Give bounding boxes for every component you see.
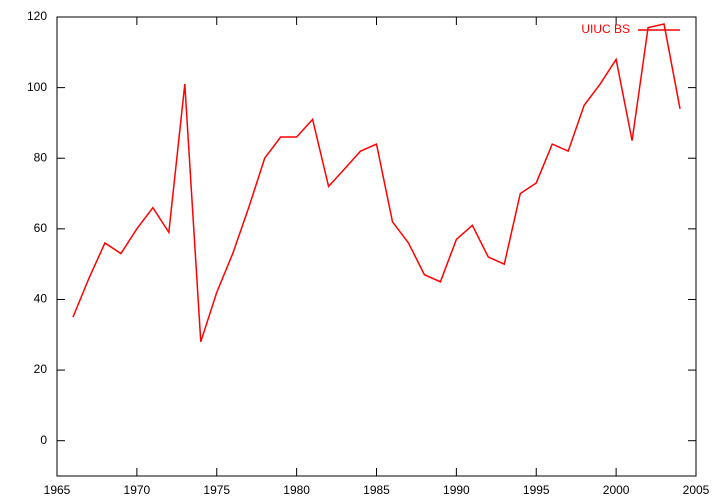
x-tick-label: 1985 xyxy=(363,483,390,497)
x-tick-label: 1980 xyxy=(283,483,310,497)
y-tick-label: 100 xyxy=(27,80,47,94)
data-line xyxy=(72,23,681,343)
x-tick-label: 1990 xyxy=(443,483,470,497)
x-tick-label: 2000 xyxy=(603,483,630,497)
y-tick-label: 60 xyxy=(34,221,48,235)
x-tick-label: 1975 xyxy=(203,483,230,497)
y-tick-label: 40 xyxy=(34,292,48,306)
x-tick-label: 2005 xyxy=(683,483,710,497)
x-tick-label: 1970 xyxy=(124,483,151,497)
y-tick-label: 120 xyxy=(27,9,47,23)
y-tick-label: 20 xyxy=(34,362,48,376)
y-tick-label: 0 xyxy=(40,433,47,447)
legend-label: UIUC BS xyxy=(581,22,630,36)
y-tick-label: 80 xyxy=(34,150,48,164)
x-tick-label: 1965 xyxy=(44,483,71,497)
plot-frame xyxy=(56,16,697,477)
x-tick-label: 1995 xyxy=(523,483,550,497)
